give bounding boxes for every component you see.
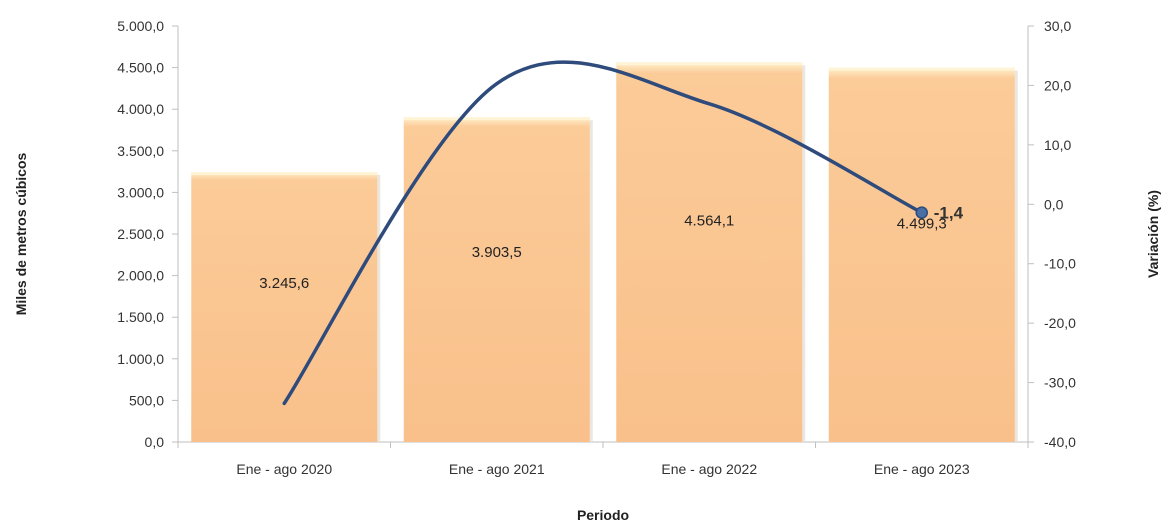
right-tick-label: -40,0 bbox=[1044, 434, 1076, 450]
y-axis-title: Miles de metros cúbicos bbox=[13, 152, 29, 315]
bar bbox=[828, 67, 1015, 443]
chart-labels: 3.245,6 3.903,5 4.564,1 4.499,3-1,4 bbox=[259, 204, 963, 292]
bar-top-highlight bbox=[191, 171, 378, 175]
left-tick-label: 3.500,0 bbox=[117, 143, 164, 159]
bar-data-label: 3.245,6 bbox=[259, 275, 309, 292]
bar-data-label: 4.564,1 bbox=[684, 213, 734, 230]
bar-series bbox=[191, 62, 1018, 443]
left-tick-label: 1.000,0 bbox=[117, 351, 164, 367]
right-tick-label: -20,0 bbox=[1044, 315, 1076, 331]
line-data-label: -1,4 bbox=[934, 204, 964, 223]
x-tick-label: Ene - ago 2021 bbox=[449, 461, 545, 477]
bar bbox=[616, 62, 803, 443]
left-tick-label: 4.000,0 bbox=[117, 101, 164, 117]
bar-top-highlight bbox=[616, 62, 803, 66]
x-tick-label: Ene - ago 2020 bbox=[236, 461, 332, 477]
right-tick-label: -10,0 bbox=[1044, 256, 1076, 272]
variation-line bbox=[282, 60, 924, 406]
right-tick-label: -30,0 bbox=[1044, 375, 1076, 391]
left-tick-label: 2.500,0 bbox=[117, 226, 164, 242]
left-tick-label: 1.500,0 bbox=[117, 309, 164, 325]
bar-data-label: 3.903,5 bbox=[472, 244, 522, 261]
left-tick-label: 0,0 bbox=[145, 434, 165, 450]
bar-data-label: 4.499,3 bbox=[897, 216, 947, 233]
left-tick-label: 2.000,0 bbox=[117, 268, 164, 284]
bar-top-highlight bbox=[828, 67, 1015, 71]
left-tick-label: 3.000,0 bbox=[117, 184, 164, 200]
left-tick-label: 5.000,0 bbox=[117, 18, 164, 34]
line-series bbox=[282, 60, 928, 406]
y2-axis-title: Variación (%) bbox=[1145, 190, 1161, 278]
line-point-marker bbox=[915, 206, 928, 219]
right-tick-label: 10,0 bbox=[1044, 137, 1071, 153]
chart-axes: 0,0 500,0 1.000,0 1.500,0 2.000,0 2.500,0 3.00… bbox=[13, 18, 1161, 523]
bar bbox=[403, 117, 590, 443]
left-tick-label: 4.500,0 bbox=[117, 60, 164, 76]
right-tick-label: 30,0 bbox=[1044, 18, 1071, 34]
x-axis-title: Periodo bbox=[577, 507, 629, 523]
bar-top-highlight bbox=[403, 117, 590, 121]
right-tick-label: 0,0 bbox=[1044, 196, 1064, 212]
left-tick-label: 500,0 bbox=[129, 392, 164, 408]
right-tick-label: 20,0 bbox=[1044, 77, 1071, 93]
x-tick-label: Ene - ago 2023 bbox=[874, 461, 970, 477]
x-tick-label: Ene - ago 2022 bbox=[661, 461, 757, 477]
bar bbox=[191, 171, 378, 443]
